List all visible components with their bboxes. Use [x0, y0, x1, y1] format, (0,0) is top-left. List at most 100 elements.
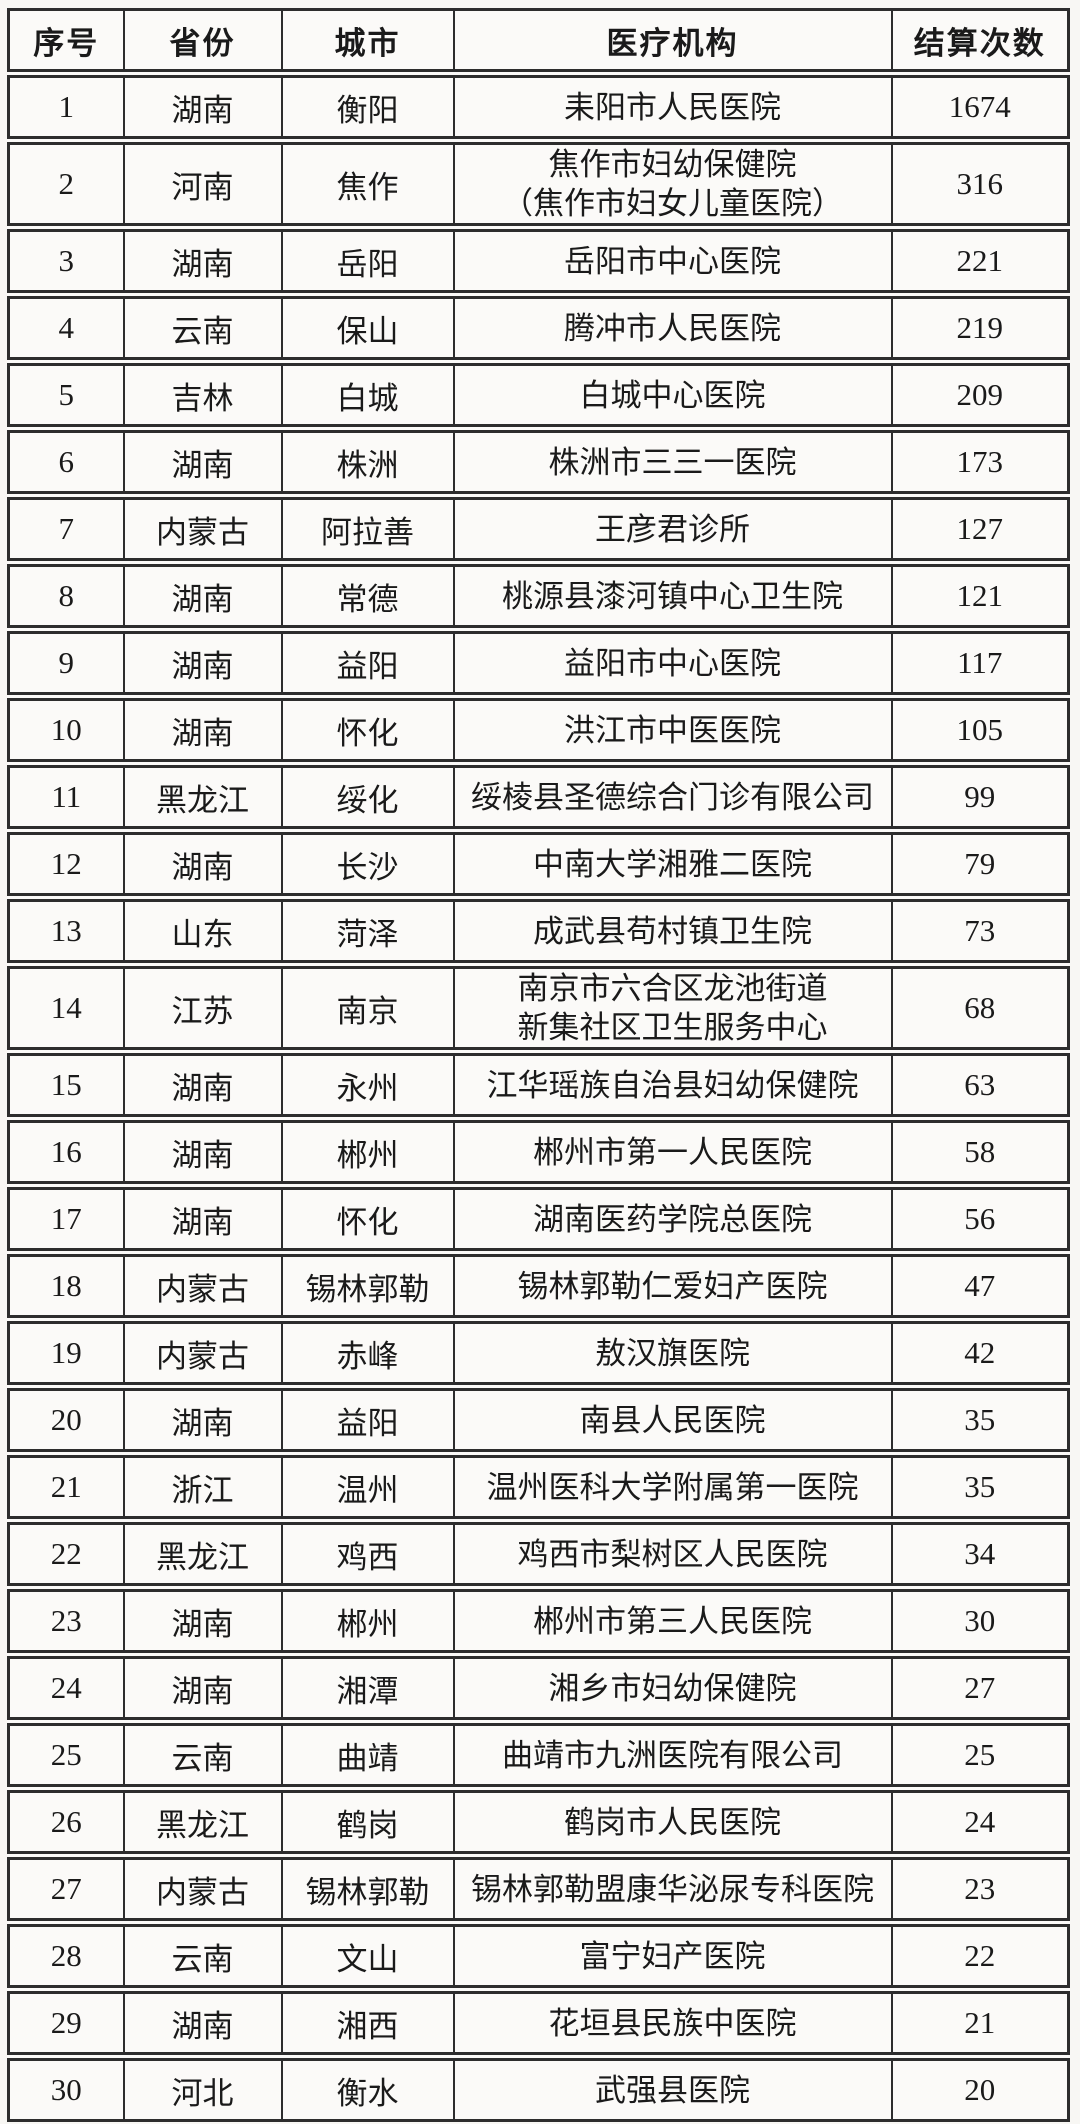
city-cell: 文山 [280, 1922, 455, 1994]
province-cell: 黑龙江 [122, 763, 283, 835]
institution-line: 富宁妇产医院 [579, 1938, 766, 1974]
institution-line: 绥棱县圣德综合门诊有限公司 [471, 779, 874, 815]
city-cell: 常德 [280, 562, 455, 634]
institution-line: 洪江市中医医院 [564, 712, 781, 748]
count-cell: 22 [890, 1922, 1070, 1994]
institution-cell: 腾冲市人民医院 [452, 294, 893, 366]
header-row: 序号 省份 城市 医疗机构 结算次数 [7, 9, 1070, 78]
row-index-cell: 20 [7, 1386, 125, 1458]
count-cell: 73 [890, 897, 1070, 969]
province-cell: 山东 [122, 897, 283, 969]
table-row: 6 湖南 株洲 株洲市三三一医院 173 [7, 428, 1070, 500]
province-cell: 湖南 [122, 1051, 283, 1123]
table-row: 1 湖南 衡阳 耒阳市人民医院 1674 [7, 73, 1070, 145]
province-cell: 浙江 [122, 1453, 283, 1525]
institution-line: 温州医科大学附属第一医院 [486, 1469, 859, 1505]
institution-cell: 焦作市妇幼保健院 （焦作市妇女儿童医院） [452, 140, 893, 232]
row-index-cell: 22 [7, 1520, 125, 1592]
table-row: 22 黑龙江 鸡西 鸡西市梨树区人民医院 34 [7, 1520, 1070, 1592]
city-cell: 益阳 [280, 629, 455, 701]
row-index-cell: 27 [7, 1855, 125, 1927]
institution-cell: 敖汉旗医院 [452, 1319, 893, 1391]
count-cell: 25 [890, 1721, 1070, 1793]
column-header-province: 省份 [122, 9, 283, 78]
city-cell: 衡水 [280, 2056, 455, 2121]
city-cell: 怀化 [280, 1185, 455, 1257]
table-row: 2 河南 焦作 焦作市妇幼保健院 （焦作市妇女儿童医院） 316 [7, 140, 1070, 232]
count-cell: 219 [890, 294, 1070, 366]
table-row: 12 湖南 长沙 中南大学湘雅二医院 79 [7, 830, 1070, 902]
count-cell: 63 [890, 1051, 1070, 1123]
city-cell: 衡阳 [280, 73, 455, 145]
province-cell: 河北 [122, 2056, 283, 2121]
table-row: 29 湖南 湘西 花垣县民族中医院 21 [7, 1989, 1070, 2061]
institution-cell: 富宁妇产医院 [452, 1922, 893, 1994]
institution-line: 中南大学湘雅二医院 [533, 846, 812, 882]
count-cell: 27 [890, 1654, 1070, 1726]
institution-line: 株洲市三三一医院 [548, 444, 797, 480]
table-row: 21 浙江 温州 温州医科大学附属第一医院 35 [7, 1453, 1070, 1525]
count-cell: 35 [890, 1386, 1070, 1458]
province-cell: 湖南 [122, 562, 283, 634]
count-cell: 127 [890, 495, 1070, 567]
table-row: 26 黑龙江 鹤岗 鹤岗市人民医院 24 [7, 1788, 1070, 1860]
count-cell: 56 [890, 1185, 1070, 1257]
table-row: 8 湖南 常德 桃源县漆河镇中心卫生院 121 [7, 562, 1070, 634]
table-row: 10 湖南 怀化 洪江市中医医院 105 [7, 696, 1070, 768]
row-index-cell: 5 [7, 361, 125, 433]
institution-line: 曲靖市九洲医院有限公司 [502, 1737, 843, 1773]
count-cell: 23 [890, 1855, 1070, 1927]
institution-line: 腾冲市人民医院 [564, 310, 781, 346]
institution-line: 武强县医院 [595, 2072, 750, 2108]
institution-cell: 曲靖市九洲医院有限公司 [452, 1721, 893, 1793]
row-index-cell: 11 [7, 763, 125, 835]
row-index-cell: 21 [7, 1453, 125, 1525]
institution-line: 岳阳市中心医院 [564, 243, 781, 279]
row-index-cell: 13 [7, 897, 125, 969]
table-row: 11 黑龙江 绥化 绥棱县圣德综合门诊有限公司 99 [7, 763, 1070, 835]
table-row: 14 江苏 南京 南京市六合区龙池街道 新集社区卫生服务中心 68 [7, 964, 1070, 1056]
row-index-cell: 17 [7, 1185, 125, 1257]
province-cell: 内蒙古 [122, 495, 283, 567]
institution-line: 成武县苟村镇卫生院 [533, 913, 812, 949]
table-row: 30 河北 衡水 武强县医院 20 [7, 2056, 1070, 2121]
city-cell: 益阳 [280, 1386, 455, 1458]
row-index-cell: 15 [7, 1051, 125, 1123]
institution-cell: 郴州市第三人民医院 [452, 1587, 893, 1659]
table-row: 28 云南 文山 富宁妇产医院 22 [7, 1922, 1070, 1994]
row-index-cell: 12 [7, 830, 125, 902]
row-index-cell: 3 [7, 227, 125, 299]
table-row: 24 湖南 湘潭 湘乡市妇幼保健院 27 [7, 1654, 1070, 1726]
institution-cell: 白城中心医院 [452, 361, 893, 433]
city-cell: 永州 [280, 1051, 455, 1123]
table-row: 15 湖南 永州 江华瑶族自治县妇幼保健院 63 [7, 1051, 1070, 1123]
province-cell: 湖南 [122, 1118, 283, 1190]
table-header: 序号 省份 城市 医疗机构 结算次数 [7, 9, 1070, 78]
province-cell: 湖南 [122, 830, 283, 902]
row-index-cell: 30 [7, 2056, 125, 2121]
city-cell: 菏泽 [280, 897, 455, 969]
institution-line: 湖南医药学院总医院 [533, 1201, 812, 1237]
city-cell: 温州 [280, 1453, 455, 1525]
institution-line: 郴州市第一人民医院 [533, 1134, 812, 1170]
city-cell: 白城 [280, 361, 455, 433]
table-row: 5 吉林 白城 白城中心医院 209 [7, 361, 1070, 433]
institution-line: 王彦君诊所 [595, 511, 750, 547]
count-cell: 209 [890, 361, 1070, 433]
province-cell: 湖南 [122, 696, 283, 768]
table-row: 3 湖南 岳阳 岳阳市中心医院 221 [7, 227, 1070, 299]
count-cell: 121 [890, 562, 1070, 634]
institution-cell: 武强县医院 [452, 2056, 893, 2121]
city-cell: 阿拉善 [280, 495, 455, 567]
province-cell: 内蒙古 [122, 1319, 283, 1391]
city-cell: 湘潭 [280, 1654, 455, 1726]
province-cell: 内蒙古 [122, 1855, 283, 1927]
institution-line: 新集社区卫生服务中心 [517, 1010, 828, 1045]
institution-cell: 王彦君诊所 [452, 495, 893, 567]
city-cell: 赤峰 [280, 1319, 455, 1391]
province-cell: 湖南 [122, 1989, 283, 2061]
table-body: 1 湖南 衡阳 耒阳市人民医院 1674 2 河南 焦作 焦作市妇幼保健院 （焦作市妇女儿童医院）… [7, 73, 1070, 2121]
row-index-cell: 16 [7, 1118, 125, 1190]
row-index-cell: 25 [7, 1721, 125, 1793]
institution-cell: 锡林郭勒仁爱妇产医院 [452, 1252, 893, 1324]
